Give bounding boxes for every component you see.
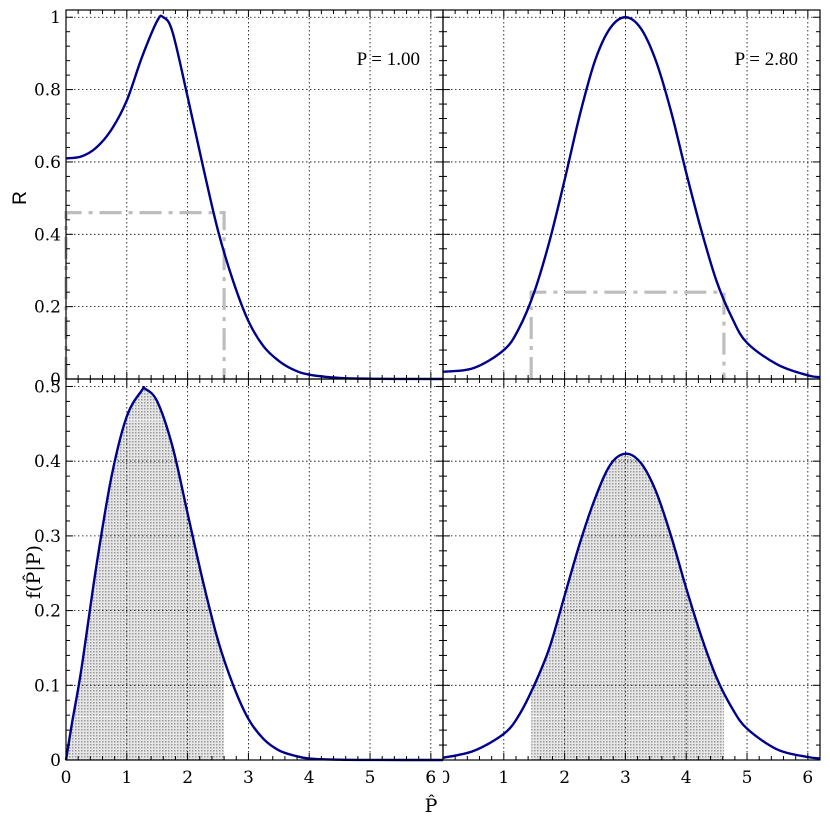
y-tick-label: 0.2 — [34, 602, 61, 622]
label-clip-mask — [431, 764, 443, 788]
y-axis-label-top: R — [10, 191, 31, 205]
y-tick-label: 0.6 — [34, 153, 61, 173]
x-tick-label: 6 — [425, 768, 436, 788]
series-line — [65, 14, 444, 381]
shaded-region — [531, 453, 724, 760]
x-tick-label: 1 — [121, 768, 132, 788]
shaded-region — [66, 388, 225, 760]
interval-bound-line — [64, 210, 226, 379]
panel-bottom-left: 0 0.1 0.2 0.3 0.4 0.5 0 1 2 3 4 5 6 — [34, 377, 444, 788]
x-tick-label: 3 — [620, 768, 631, 788]
series-line — [442, 452, 821, 760]
y-tick-label: 0 — [50, 370, 61, 390]
y-tick-label: 1 — [50, 8, 61, 28]
x-tick-label: 5 — [742, 768, 753, 788]
x-tick-label: 4 — [304, 768, 315, 788]
x-tick-label: 5 — [365, 768, 376, 788]
y-tick-label: 0.8 — [34, 81, 61, 101]
x-tick-label: 6 — [802, 768, 813, 788]
x-tick-label: 0 — [61, 768, 72, 788]
annotation-p2: P = 2.80 — [735, 49, 798, 70]
x-tick-label: 2 — [559, 768, 570, 788]
panel-top-left: 0 0.2 0.4 0.6 0.8 1 — [34, 8, 444, 390]
x-axis-label: P̂ — [425, 795, 438, 817]
y-tick-label: 0 — [50, 751, 61, 771]
x-tick-label: 4 — [681, 768, 692, 788]
y-tick-label: 0.3 — [34, 527, 61, 547]
y-tick-label: 0.4 — [34, 225, 61, 245]
panel-bottom-right: 0 1 2 3 4 5 6 6 — [425, 378, 821, 788]
y-tick-label: 0.4 — [34, 452, 61, 472]
x-tick-label: 0 — [440, 768, 451, 788]
panel-frame — [442, 378, 821, 761]
series-line — [64, 385, 444, 762]
x-tick-label: 6 — [425, 768, 436, 788]
x-tick-label: 2 — [182, 768, 193, 788]
interval-bound-line — [529, 290, 726, 379]
annotation-p1: P = 1.00 — [357, 49, 420, 70]
x-tick-label: 3 — [243, 768, 254, 788]
y-tick-label: 0.1 — [34, 676, 61, 696]
y-tick-label: 0.2 — [34, 298, 61, 318]
x-tick-label: 1 — [498, 768, 509, 788]
y-tick-label: 0.5 — [34, 377, 61, 397]
y-axis-label-bottom: f(P̂|P) — [23, 545, 45, 599]
panel-top-right — [442, 9, 821, 380]
series-line — [442, 16, 821, 379]
